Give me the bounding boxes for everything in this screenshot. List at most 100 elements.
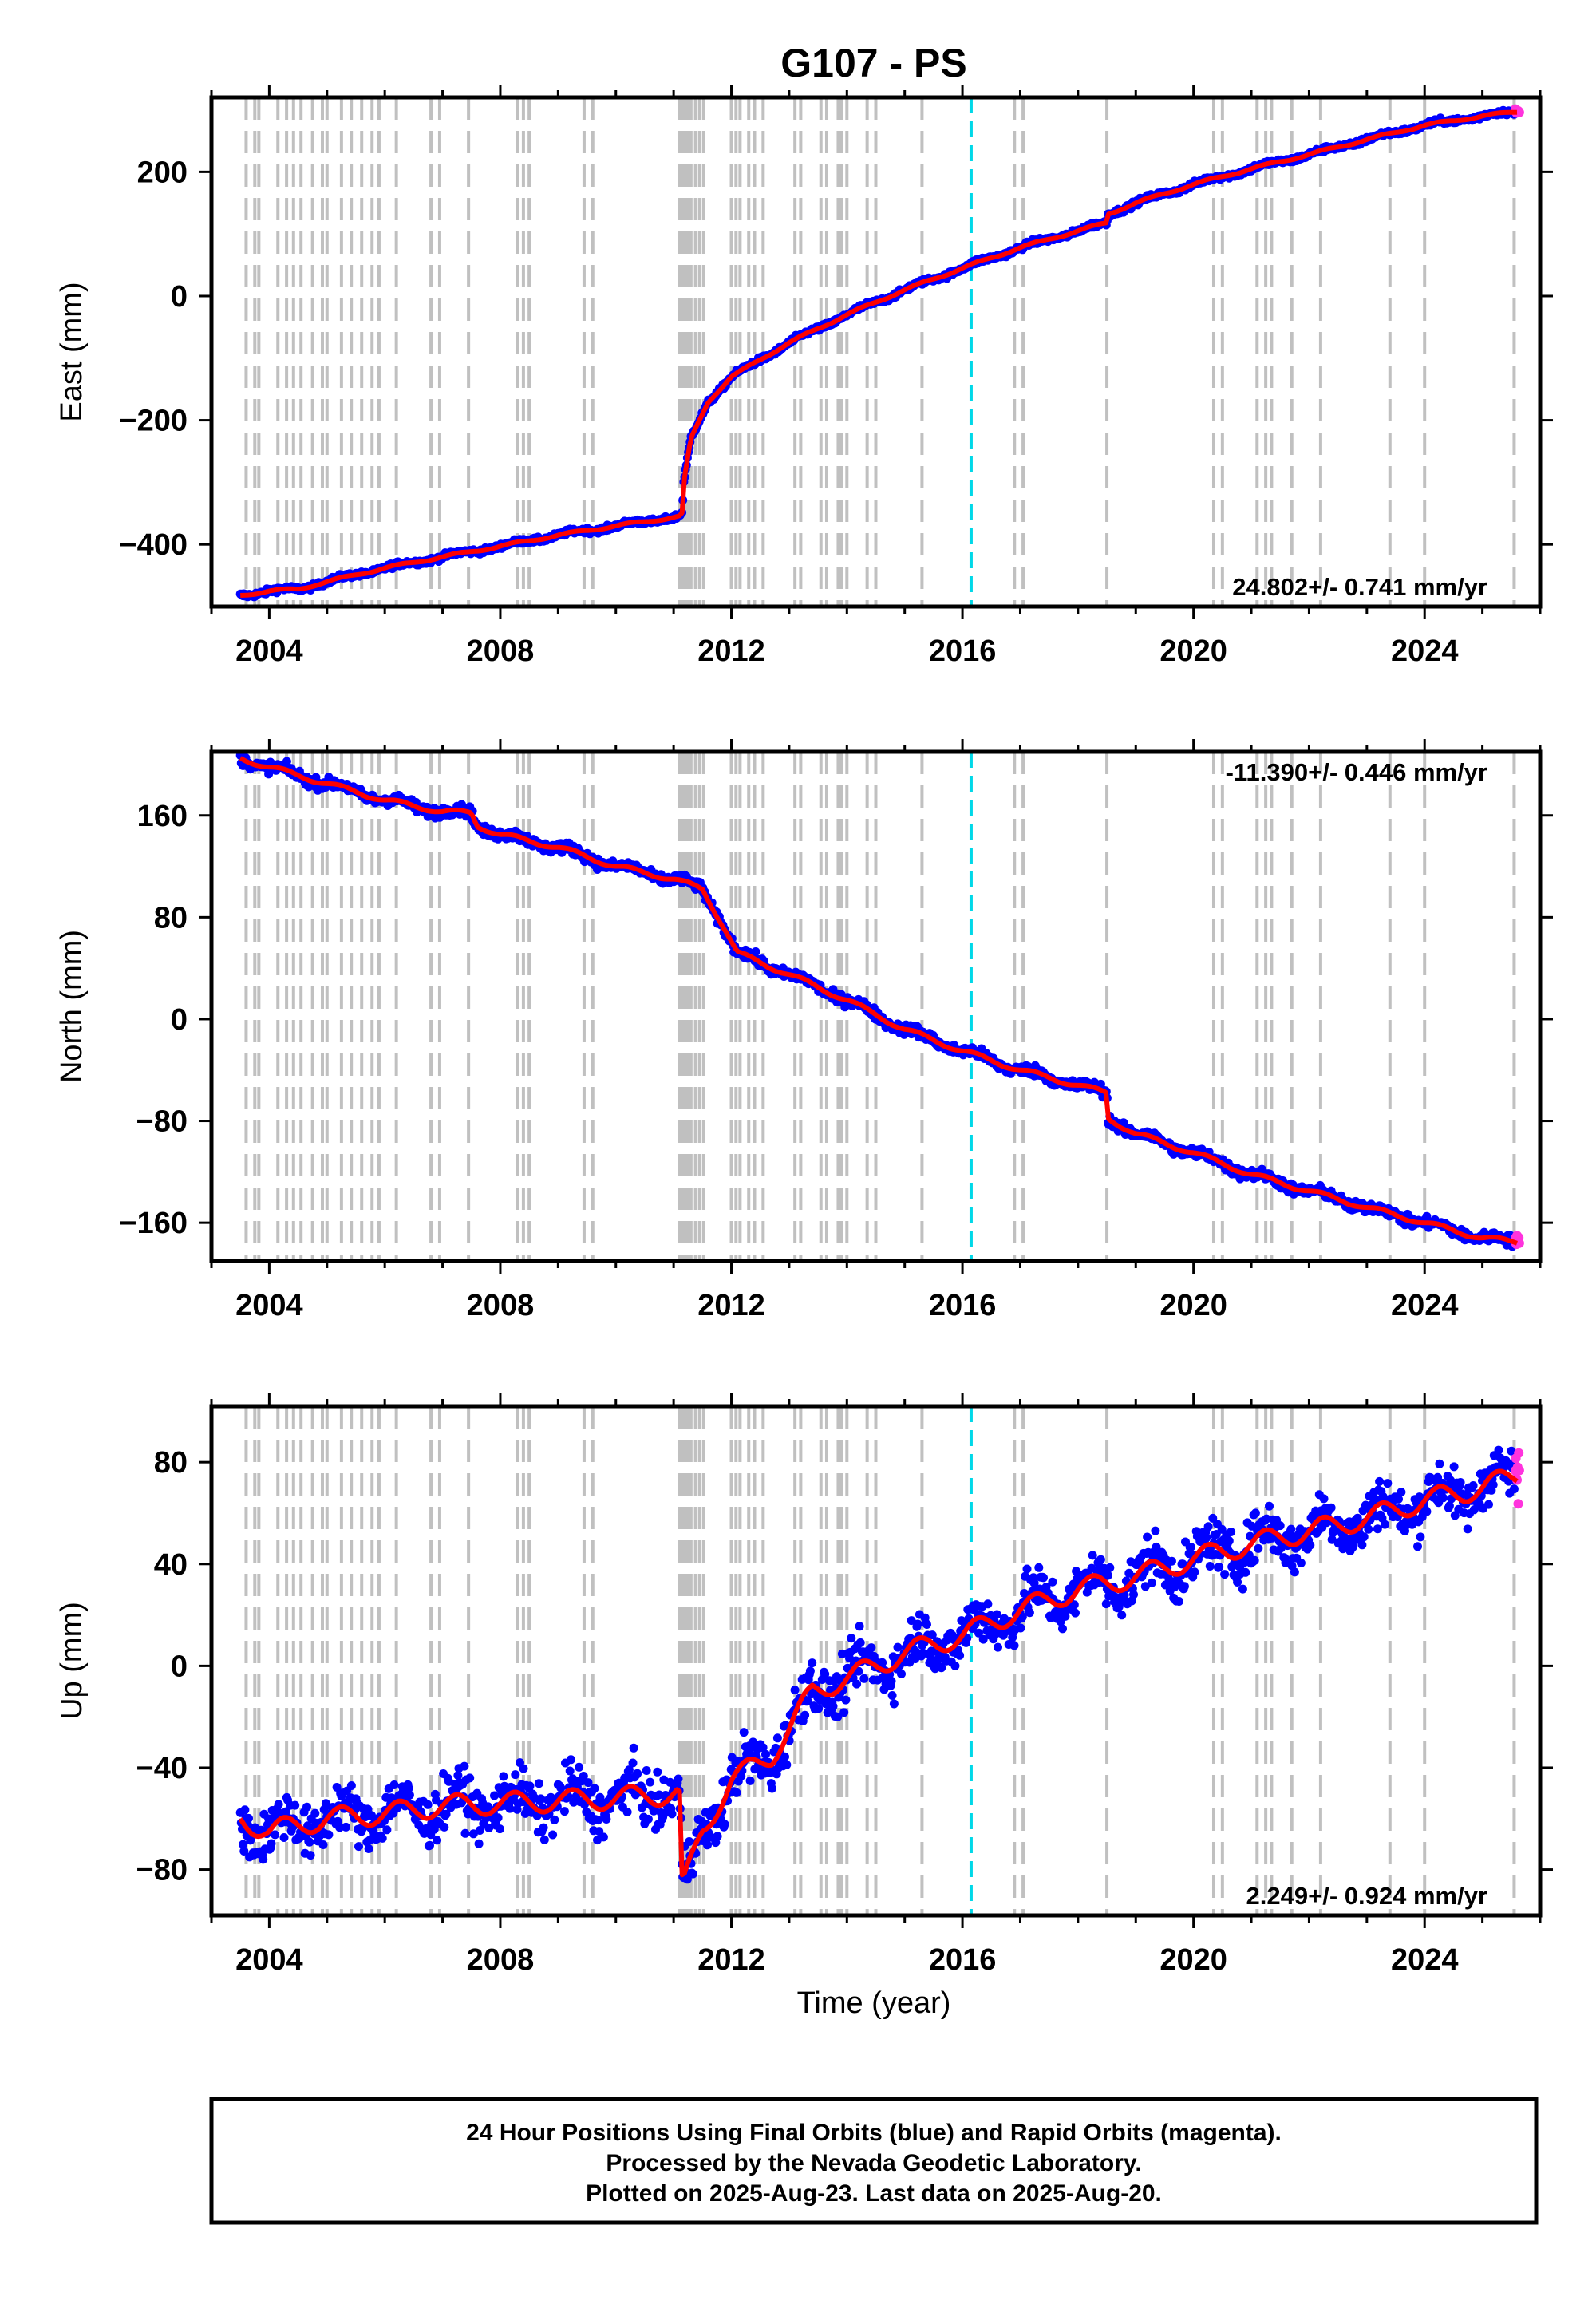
final-point xyxy=(1250,1555,1259,1565)
final-point xyxy=(1371,1495,1381,1504)
final-point xyxy=(598,1832,608,1842)
final-point xyxy=(1186,1543,1195,1551)
final-point xyxy=(629,1743,638,1753)
final-point xyxy=(1456,1478,1465,1487)
final-point xyxy=(1017,1612,1027,1622)
final-point xyxy=(290,1800,300,1810)
x-tick-label: 2008 xyxy=(467,634,535,668)
final-point xyxy=(1061,1611,1070,1621)
y-tick-label: 160 xyxy=(137,800,188,833)
final-point xyxy=(1422,1211,1432,1221)
x-tick-label: 2024 xyxy=(1391,1289,1459,1322)
final-point xyxy=(539,1835,549,1844)
final-point xyxy=(643,1814,653,1824)
final-point xyxy=(732,1788,741,1797)
final-point xyxy=(1265,1501,1274,1511)
final-point xyxy=(1275,1521,1285,1531)
y-tick-label: −80 xyxy=(136,1854,188,1887)
final-point xyxy=(405,1790,414,1800)
final-point xyxy=(847,1634,856,1643)
final-point xyxy=(839,1708,849,1717)
x-axis-label: Time (year) xyxy=(797,1986,951,2020)
final-point xyxy=(1069,1600,1079,1610)
final-point xyxy=(1449,1462,1459,1472)
final-point xyxy=(499,1772,508,1781)
final-point xyxy=(782,1760,792,1769)
final-point xyxy=(519,1764,528,1773)
x-tick-label: 2016 xyxy=(929,1289,997,1322)
plot-frame xyxy=(209,95,1543,609)
final-point xyxy=(525,1781,535,1791)
final-point xyxy=(1286,1524,1296,1534)
final-point xyxy=(511,1770,520,1780)
final-point xyxy=(855,1638,865,1647)
final-point xyxy=(1435,1459,1444,1468)
final-point xyxy=(820,1670,830,1679)
final-point xyxy=(1167,1556,1176,1566)
x-tick-label: 2016 xyxy=(929,1943,997,1977)
final-point xyxy=(805,1666,815,1676)
final-point xyxy=(1117,1611,1127,1620)
final-point xyxy=(536,1794,546,1804)
final-point xyxy=(1484,1500,1493,1509)
final-point xyxy=(907,1616,916,1626)
final-point xyxy=(474,1839,484,1848)
final-point xyxy=(1029,1579,1039,1588)
final-point xyxy=(495,1824,504,1834)
final-point xyxy=(1357,1540,1367,1550)
x-tick-label: 2012 xyxy=(697,634,765,668)
final-point xyxy=(465,1773,475,1783)
final-point xyxy=(1048,1577,1057,1587)
model-trend-line xyxy=(239,756,1518,1246)
final-point xyxy=(460,1761,469,1771)
final-point xyxy=(302,1802,311,1812)
footer-line-3: Plotted on 2025-Aug-23. Last data on 202… xyxy=(586,2180,1162,2207)
final-point xyxy=(739,1728,749,1737)
final-point xyxy=(1071,1608,1080,1618)
final-point xyxy=(1349,1542,1357,1551)
x-tick-label: 2024 xyxy=(1391,1943,1459,1977)
final-point xyxy=(1380,1520,1389,1529)
final-point xyxy=(382,1825,392,1835)
final-point xyxy=(833,1712,843,1721)
final-point xyxy=(364,1844,373,1853)
final-point xyxy=(1039,1573,1048,1583)
y-tick-label: −40 xyxy=(136,1752,188,1785)
final-point xyxy=(590,1784,599,1793)
final-point xyxy=(674,1774,683,1784)
final-point xyxy=(855,1622,864,1631)
reference-lines xyxy=(244,97,1516,607)
final-point xyxy=(758,1743,768,1753)
x-tick-label: 2004 xyxy=(235,634,303,668)
final-point xyxy=(602,1815,611,1824)
final-point xyxy=(1096,1555,1105,1564)
final-point xyxy=(927,1630,937,1640)
final-point xyxy=(814,1704,824,1713)
y-tick-label: 0 xyxy=(171,1650,188,1683)
footer-line-1: 24 Hour Positions Using Final Orbits (bl… xyxy=(466,2120,1282,2146)
final-point xyxy=(800,1710,810,1720)
final-point xyxy=(1290,1567,1299,1577)
final-point xyxy=(889,1699,899,1709)
final-point xyxy=(484,1823,494,1832)
final-point xyxy=(475,1826,484,1835)
final-point xyxy=(761,1749,770,1759)
final-point xyxy=(306,1851,315,1860)
final-point xyxy=(1364,1524,1373,1534)
rate-label: 2.249+/- 0.924 mm/yr xyxy=(1246,1882,1487,1910)
model-trend-line xyxy=(238,1468,1519,1878)
final-point xyxy=(1140,1582,1150,1591)
final-point xyxy=(324,1830,334,1840)
final-point xyxy=(575,1762,584,1772)
final-point xyxy=(429,1824,439,1834)
final-point xyxy=(1326,1503,1336,1512)
final-point xyxy=(534,1779,543,1788)
rapid-point xyxy=(1514,1448,1524,1458)
final-point xyxy=(1438,1493,1448,1503)
final-point xyxy=(1072,1567,1081,1576)
final-point xyxy=(240,1805,250,1815)
final-point xyxy=(1383,1479,1393,1488)
final-point xyxy=(978,1634,988,1644)
final-point xyxy=(852,1679,862,1689)
